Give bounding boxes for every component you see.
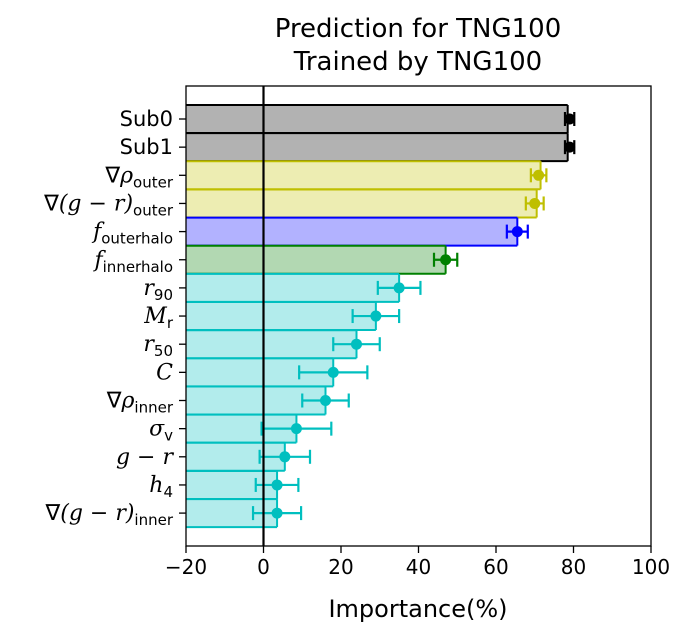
error-bar-point [327,366,339,378]
chart-title-line-1: Prediction for TNG100 [275,14,562,44]
bar-fill [186,133,568,162]
bar-fill [186,105,568,133]
x-tick-label: 100 [632,555,670,579]
y-category-label: fouterhalo [91,220,173,248]
x-axis-label: Importance(%) [328,595,507,623]
error-bar-point [533,169,545,181]
y-category-label: Mr [143,304,174,332]
y-category-label: r90 [143,276,173,304]
y-category-label: h4 [149,473,173,501]
bar-fill [186,330,357,359]
y-category-label: ∇ρinner [106,389,174,417]
y-axis-category-labels: Sub0 Sub1 ∇ρouter∇(g − r)outerfouterhalofi… [43,107,186,529]
x-tick-label: 20 [328,555,353,579]
y-category-label: r50 [143,332,173,360]
x-tick-label: −20 [165,555,207,579]
x-tick-label: 80 [561,555,586,579]
y-category-label: σv [149,417,173,445]
bar-fill [186,189,537,218]
error-bars-layer [251,112,576,521]
bar-fill [186,217,518,246]
x-tick-label: 40 [406,555,431,579]
bar-fill [186,245,446,274]
y-category-label: ∇(g − r)inner [45,501,174,529]
y-category-label: ∇ρouter [104,163,173,191]
x-tick-label: 0 [257,555,270,579]
x-tick-label: 60 [483,555,508,579]
error-bar-point [564,141,576,153]
error-bar-point [393,282,405,294]
chart-title-line-2: Trained by TNG100 [293,47,542,77]
error-bar-point [279,451,291,463]
error-bar-point [351,338,362,350]
y-category-label: Sub1 [120,135,173,159]
error-bar-point [370,310,382,322]
error-bar-point [440,254,452,266]
bar-fill [186,273,400,302]
error-bar-point [271,507,283,519]
bar-fill [186,161,541,190]
y-category-label: g − r [116,445,175,470]
y-category-label: finnerhalo [92,248,173,276]
bar-fill [186,302,376,331]
error-bar-point [511,226,523,238]
error-bar-point [564,113,576,125]
error-bar-point [290,423,302,435]
error-bar-point [320,395,331,406]
y-category-label: C [156,360,173,385]
x-axis-ticks: −20 0 20 40 60 80 100 [165,546,670,579]
error-bar-point [271,479,283,491]
y-category-label: Sub0 [120,107,173,131]
y-category-label: ∇(g − r)outer [43,191,174,219]
error-bar-point [529,197,541,209]
